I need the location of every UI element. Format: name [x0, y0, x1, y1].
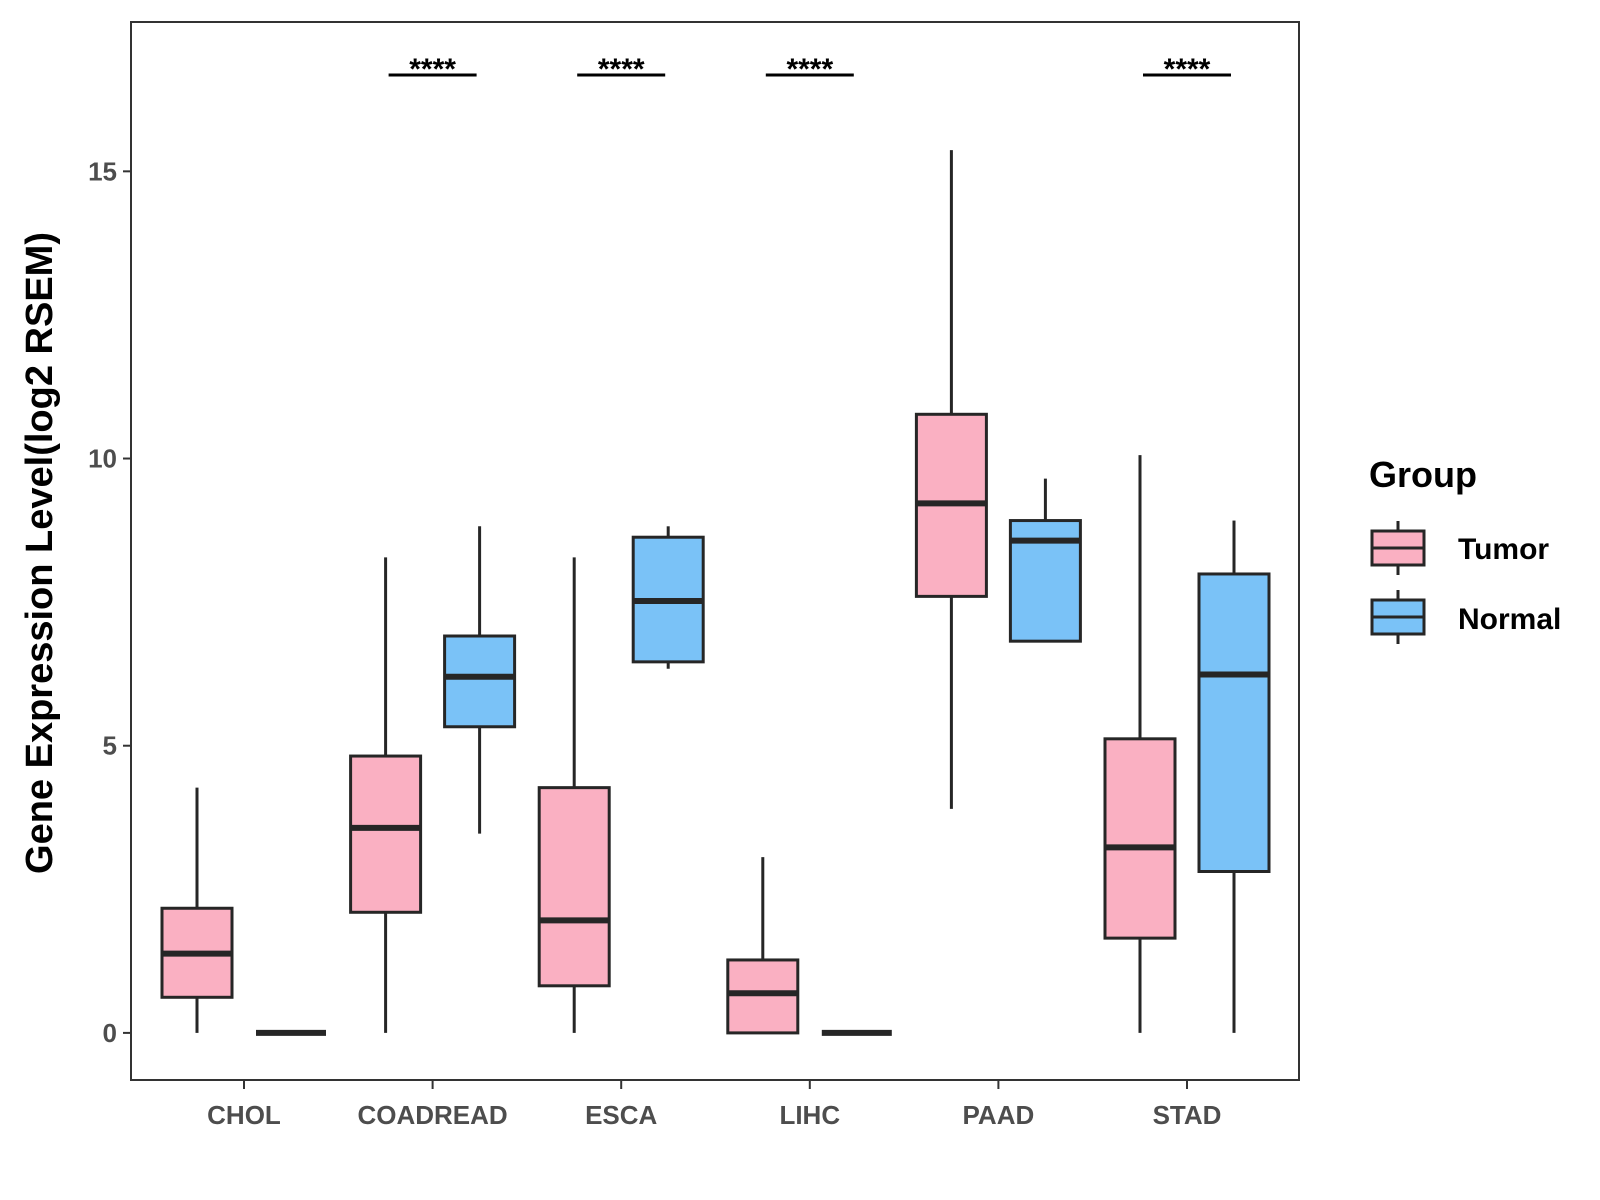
significance-label-esca: **** [598, 53, 645, 86]
box-body [726, 958, 800, 1035]
legend-label-tumor: Tumor [1458, 533, 1549, 566]
x-tick-label-chol: CHOL [207, 1100, 281, 1130]
significance-label-lihc: **** [786, 53, 833, 86]
y-tick-label: 15 [88, 156, 117, 186]
legend-title: Group [1369, 454, 1477, 495]
x-tick-label-stad: STAD [1153, 1100, 1222, 1130]
box-body [1103, 737, 1177, 940]
legend-key-tumor [1370, 521, 1426, 575]
box-tumor-paad [914, 150, 988, 809]
y-tick-label: 5 [103, 731, 117, 761]
box-tumor-coadread [349, 557, 423, 1033]
box-normal-esca [631, 526, 705, 669]
y-tick-label: 10 [88, 444, 117, 474]
y-tick-label: 0 [103, 1018, 117, 1048]
significance-label-stad: **** [1164, 53, 1211, 86]
box-tumor-lihc [726, 857, 800, 1035]
box-body [443, 634, 517, 729]
x-tick-label-paad: PAAD [963, 1100, 1035, 1130]
box-tumor-esca [537, 557, 611, 1033]
plot-panel-border [130, 21, 1300, 1081]
box-normal-paad [1008, 478, 1082, 643]
box-body [349, 754, 423, 914]
box-body [537, 786, 611, 988]
box-normal-stad [1197, 520, 1271, 1033]
y-axis-title: Gene Expression Level(log2 RSEM) [19, 232, 61, 874]
x-tick-label-esca: ESCA [585, 1100, 657, 1130]
box-tumor-chol [160, 787, 234, 1033]
box-normal-coadread [443, 526, 517, 834]
legend-label-normal: Normal [1458, 603, 1561, 636]
x-tick-label-coadread: COADREAD [357, 1100, 507, 1130]
x-tick-label-lihc: LIHC [779, 1100, 840, 1130]
legend: Group Tumor Normal [1369, 454, 1561, 644]
significance-label-coadread: **** [409, 53, 456, 86]
legend-key-normal [1370, 590, 1426, 644]
box-body [1197, 572, 1271, 874]
box-tumor-stad [1103, 455, 1177, 1033]
